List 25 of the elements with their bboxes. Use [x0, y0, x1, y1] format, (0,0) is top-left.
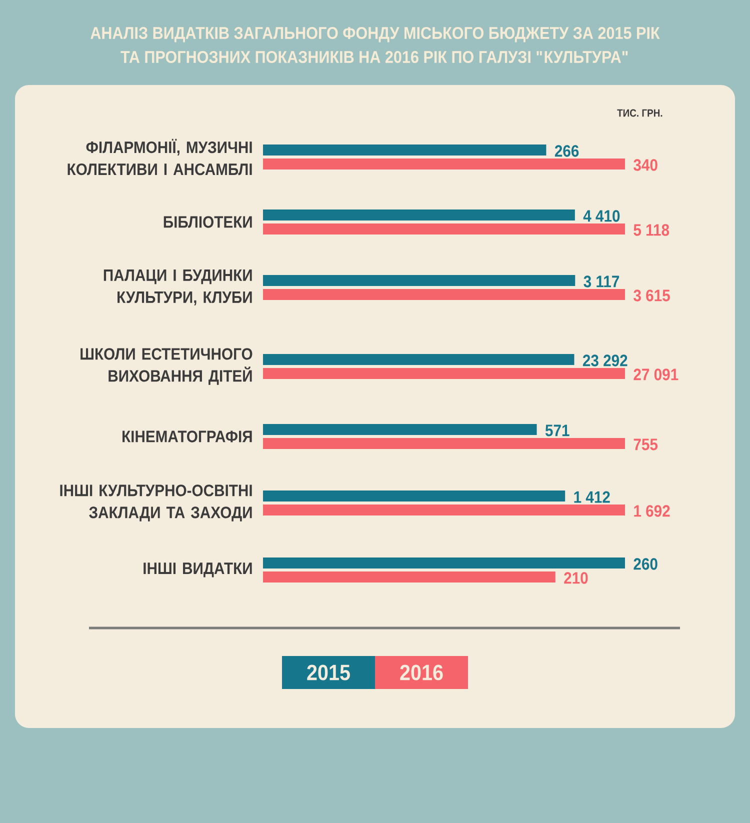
- data-label: 755: [634, 438, 658, 450]
- data-label: 340: [634, 159, 658, 171]
- data-label: 260: [634, 558, 658, 570]
- data-label: 3 615: [634, 290, 670, 302]
- data-label: 210: [564, 572, 588, 584]
- y-tick-label: ПАЛАЦИ І БУДИНКИ КУЛЬТУРИ, КЛУБИ: [104, 270, 252, 306]
- data-label: 3 117: [584, 276, 620, 288]
- y-tick-label: БІБЛІОТЕКИ: [164, 216, 252, 228]
- y-tick-label: КІНЕМАТОГРАФІЯ: [122, 430, 252, 442]
- data-label: 5 118: [634, 224, 670, 236]
- annotation: ТИС. ГРН.: [617, 109, 662, 117]
- data-label: 23 292: [582, 354, 628, 366]
- data-label: 4 410: [583, 210, 620, 222]
- data-label: 571: [545, 424, 570, 436]
- text: 2015: [307, 664, 350, 680]
- data-label: 1 412: [574, 491, 610, 503]
- text: 2016: [400, 664, 443, 680]
- y-tick-label: ІНШІ КУЛЬТУРНО-ОСВІТНІ ЗАКЛАДИ ТА ЗАХОДИ: [60, 484, 252, 522]
- y-tick-label: ФІЛАРМОНІЇ, МУЗИЧНІ КОЛЕКТИВИ І АНСАМБЛІ: [68, 138, 252, 176]
- data-label: 266: [554, 145, 579, 157]
- y-tick-label: ШКОЛИ ЕСТЕТИЧНОГО ВИХОВАННЯ ДІТЕЙ: [80, 348, 252, 385]
- data-label: 27 091: [634, 368, 678, 380]
- data-label: 1 692: [634, 505, 670, 517]
- y-tick-label: ІНШІ ВИДАТКИ: [144, 562, 252, 578]
- chart-title: АНАЛІЗ ВИДАТКІВ ЗАГАЛЬНОГО ФОНДУ МІСЬКОГО БЮДЖЕТУ ЗА 2015 РІК ТА ПРОГНОЗНИХ ПОКАЗНИКІВ НА 2016 РІК ПО ГАЛУЗІ "КУЛЬТУРА": [90, 26, 660, 64]
